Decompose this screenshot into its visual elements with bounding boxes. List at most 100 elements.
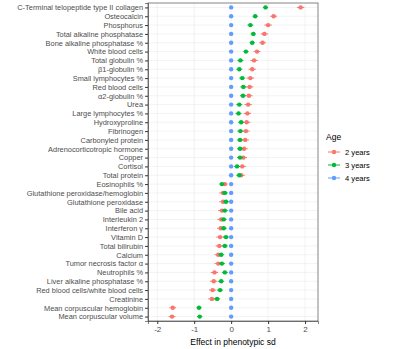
grid-line-x xyxy=(305,3,306,321)
point xyxy=(263,5,267,9)
point xyxy=(239,120,243,124)
point xyxy=(229,164,233,168)
y-tick-label: Bone alkaline phosphatase % xyxy=(46,39,144,48)
y-tick-label: Urea xyxy=(127,100,144,109)
y-tick-mark xyxy=(145,69,148,70)
y-tick: Liver alkaline phosphatase % xyxy=(47,277,148,286)
series xyxy=(169,5,305,319)
point xyxy=(210,297,214,301)
point xyxy=(238,138,242,142)
point xyxy=(219,279,223,283)
point xyxy=(298,5,302,9)
point xyxy=(229,191,233,195)
y-tick-label: Small lymphocytes % xyxy=(73,74,144,83)
y-axis-line xyxy=(145,4,149,322)
legend-entry: 3 years xyxy=(328,161,370,170)
y-tick: Eosinophils % xyxy=(97,180,148,189)
legend-key-point xyxy=(332,176,336,180)
y-tick-label: β1-globulin % xyxy=(98,65,143,74)
point xyxy=(229,76,233,80)
chart: -2-1012C-Terminal telopeptide type II co… xyxy=(0,0,400,349)
point xyxy=(271,14,275,18)
point xyxy=(240,76,244,80)
point xyxy=(229,67,233,71)
y-axis: C-Terminal telopeptide type II collagenO… xyxy=(17,3,148,321)
y-tick: Glutathione peroxidase/hemoglobin xyxy=(27,189,148,198)
y-tick: Fibrinogen xyxy=(108,127,148,136)
x-axis-line xyxy=(149,322,319,325)
y-tick-mark xyxy=(145,149,148,150)
legend: Age2 years3 years4 years xyxy=(326,132,370,183)
point xyxy=(246,102,250,106)
y-tick: Red blood cells/white blood cells xyxy=(36,286,148,295)
y-tick-mark xyxy=(145,255,148,256)
point xyxy=(235,164,239,168)
point xyxy=(212,279,216,283)
y-tick-mark xyxy=(145,246,148,247)
y-tick-label: Carbonyled protein xyxy=(81,136,143,145)
series xyxy=(229,5,233,319)
point xyxy=(229,147,233,151)
y-tick: Copper xyxy=(119,153,148,162)
point xyxy=(262,32,266,36)
y-tick-label: C-Terminal telopeptide type II collagen xyxy=(17,3,143,12)
y-tick-label: Osteocalcin xyxy=(104,12,143,21)
point xyxy=(266,23,270,27)
x-tick-mark xyxy=(157,321,158,324)
y-tick-mark xyxy=(145,34,148,35)
y-tick: Small lymphocytes % xyxy=(73,74,148,83)
y-tick-label: Liver alkaline phosphatase % xyxy=(47,277,144,286)
point xyxy=(237,67,241,71)
y-tick: Osteocalcin xyxy=(104,12,148,21)
point xyxy=(198,314,202,318)
grid xyxy=(148,3,318,321)
y-tick-mark xyxy=(145,299,148,300)
point xyxy=(238,147,242,151)
legend-label: 2 years xyxy=(345,148,370,157)
y-tick: Bone alkaline phosphatase % xyxy=(46,39,148,48)
point xyxy=(218,235,222,239)
y-tick-label: Interferon γ xyxy=(106,224,144,233)
y-tick-mark xyxy=(145,105,148,106)
y-tick: Carbonyled protein xyxy=(81,136,148,145)
y-tick-mark xyxy=(145,96,148,97)
point xyxy=(229,85,233,89)
point xyxy=(229,41,233,45)
point xyxy=(229,129,233,133)
point xyxy=(229,261,233,265)
y-tick: Red blood cells xyxy=(92,83,148,92)
point xyxy=(171,306,175,310)
point xyxy=(229,32,233,36)
grid-line-x xyxy=(268,3,269,321)
panel-border xyxy=(148,3,318,321)
y-tick-label: Fibrinogen xyxy=(108,127,143,136)
point xyxy=(229,306,233,310)
point xyxy=(220,182,224,186)
legend-label: 4 years xyxy=(345,174,370,183)
point xyxy=(229,23,233,27)
y-tick: α2-globulin % xyxy=(98,92,148,101)
point xyxy=(229,270,233,274)
point xyxy=(229,208,233,212)
y-tick: Mean corpuscular volume xyxy=(58,312,148,321)
point xyxy=(229,49,233,53)
grid-line-x xyxy=(194,3,195,321)
point xyxy=(223,208,227,212)
y-tick: Bile acid xyxy=(115,206,148,215)
point xyxy=(237,173,241,177)
x-tick-mark xyxy=(231,321,232,324)
point xyxy=(229,102,233,106)
point xyxy=(218,288,222,292)
point xyxy=(229,182,233,186)
legend-entry: 4 years xyxy=(328,174,370,183)
y-tick: Creatinine xyxy=(109,295,148,304)
y-tick-label: α2-globulin % xyxy=(98,92,143,101)
y-tick-mark xyxy=(145,52,148,53)
y-tick-mark xyxy=(145,113,148,114)
y-tick-mark xyxy=(145,158,148,159)
point xyxy=(229,235,233,239)
point xyxy=(197,306,201,310)
point xyxy=(229,173,233,177)
y-tick-mark xyxy=(145,272,148,273)
point xyxy=(244,129,248,133)
